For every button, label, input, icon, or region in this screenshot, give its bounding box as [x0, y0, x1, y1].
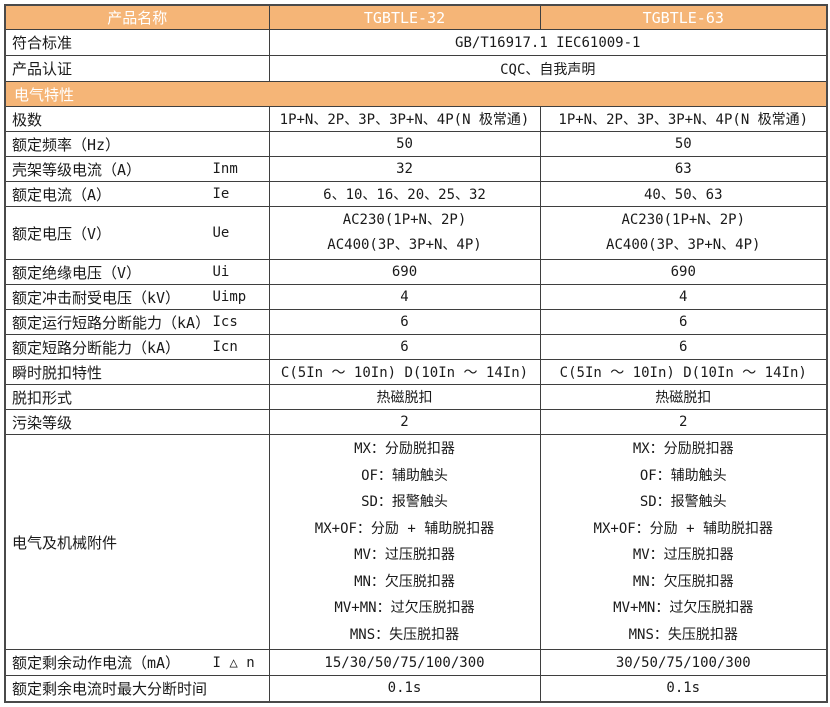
row-value-a: AC230(1P+N、2P) AC400(3P、3P+N、4P)	[268, 206, 541, 260]
row-label: 额定剩余电流时最大分断时间	[4, 675, 270, 702]
row-label-text: 壳架等级电流（A）	[12, 160, 142, 179]
row-rated-voltage: 额定电压（V） Ue AC230(1P+N、2P) AC400(3P、3P+N、…	[4, 206, 828, 260]
row-value-b: C(5In ～ 10In) D(10In ～ 14In)	[539, 359, 828, 385]
row-value-a: 32	[268, 156, 541, 182]
row-service-breaking-capacity: 额定运行短路分断能力（kA） Ics 6 6	[4, 309, 828, 335]
row-pollution-degree: 污染等级 2 2	[4, 409, 828, 435]
row-impulse-withstand-voltage: 额定冲击耐受电压（kV） Uimp 4 4	[4, 284, 828, 310]
row-value-b: 0.1s	[539, 675, 828, 702]
row-label-text: 额定电压（V）	[12, 224, 112, 243]
row-certification: 产品认证 CQC、自我声明	[4, 55, 828, 82]
row-value-a: 50	[268, 131, 541, 157]
row-value-a: 6	[268, 309, 541, 335]
row-label-text: 额定电流（A）	[12, 185, 112, 204]
header-product-name: 产品名称	[4, 4, 270, 30]
row-value-a: 0.1s	[268, 675, 541, 702]
row-value-a: 热磁脱扣	[268, 384, 541, 410]
row-symbol: Ics	[212, 314, 238, 330]
row-value-a: 4	[268, 284, 541, 310]
row-label: 脱扣形式	[4, 384, 270, 410]
row-rated-frequency: 额定频率（Hz） 50 50	[4, 131, 828, 157]
row-label: 额定运行短路分断能力（kA） Ics	[4, 309, 270, 335]
merged-value: GB/T16917.1 IEC61009-1	[268, 29, 828, 56]
row-value-a: 2	[268, 409, 541, 435]
row-label-text: 额定剩余动作电流（mA）	[12, 654, 181, 672]
row-value-b: 1P+N、2P、3P、3P+N、4P(N 极常通)	[539, 106, 828, 132]
row-label: 壳架等级电流（A） Inm	[4, 156, 270, 182]
row-value-a: 1P+N、2P、3P、3P+N、4P(N 极常通)	[268, 106, 541, 132]
row-value-a: C(5In ～ 10In) D(10In ～ 14In)	[268, 359, 541, 385]
table-header-row: 产品名称 TGBTLE-32 TGBTLE-63	[4, 4, 828, 30]
row-label: 额定剩余动作电流（mA） I △ n	[4, 649, 270, 676]
row-label: 额定冲击耐受电压（kV） Uimp	[4, 284, 270, 310]
row-value-b: 6	[539, 334, 828, 360]
merged-value: CQC、自我声明	[268, 55, 828, 82]
row-label: 污染等级	[4, 409, 270, 435]
row-value-a: 6、10、16、20、25、32	[268, 181, 541, 207]
row-ultimate-breaking-capacity: 额定短路分断能力（kA） Icn 6 6	[4, 334, 828, 360]
row-label: 额定短路分断能力（kA） Icn	[4, 334, 270, 360]
row-symbol: Ie	[212, 186, 230, 202]
product-spec-table: 产品名称 TGBTLE-32 TGBTLE-63 符合标准 GB/T16917.…	[4, 4, 828, 703]
row-label: 极数	[4, 106, 270, 132]
row-value-b: AC230(1P+N、2P) AC400(3P、3P+N、4P)	[539, 206, 828, 260]
row-label-text: 额定运行短路分断能力（kA）	[12, 313, 211, 332]
row-label: 额定电压（V） Ue	[4, 206, 270, 260]
row-label: 电气及机械附件	[4, 434, 270, 650]
row-value-b: MX：分励脱扣器 OF：辅助触头 SD：报警触头 MX+OF：分励 + 辅助脱扣…	[539, 434, 828, 650]
row-label: 额定电流（A） Ie	[4, 181, 270, 207]
row-label: 额定绝缘电压（V） Ui	[4, 259, 270, 285]
row-trip-type: 脱扣形式 热磁脱扣 热磁脱扣	[4, 384, 828, 410]
row-value-b: 40、50、63	[539, 181, 828, 207]
row-value-a: 15/30/50/75/100/300	[268, 649, 541, 676]
row-symbol: Uimp	[212, 289, 247, 305]
row-symbol: Ue	[212, 225, 230, 241]
row-label-text: 额定绝缘电压（V）	[12, 263, 142, 282]
row-frame-current: 壳架等级电流（A） Inm 32 63	[4, 156, 828, 182]
row-label: 符合标准	[4, 29, 270, 56]
row-label: 产品认证	[4, 55, 270, 82]
row-value-b: 6	[539, 309, 828, 335]
row-value-b: 690	[539, 259, 828, 285]
row-value-a: 6	[268, 334, 541, 360]
row-value-b: 50	[539, 131, 828, 157]
row-value-b: 30/50/75/100/300	[539, 649, 828, 676]
row-accessories: 电气及机械附件 MX：分励脱扣器 OF：辅助触头 SD：报警触头 MX+OF：分…	[4, 434, 828, 650]
row-symbol: Inm	[212, 161, 238, 177]
row-max-breaking-time: 额定剩余电流时最大分断时间 0.1s 0.1s	[4, 675, 828, 702]
row-label: 瞬时脱扣特性	[4, 359, 270, 385]
row-standards: 符合标准 GB/T16917.1 IEC61009-1	[4, 29, 828, 56]
row-value-b: 2	[539, 409, 828, 435]
row-symbol: Icn	[212, 339, 238, 355]
row-symbol: I △ n	[212, 654, 255, 671]
row-value-b: 63	[539, 156, 828, 182]
row-instant-trip-characteristic: 瞬时脱扣特性 C(5In ～ 10In) D(10In ～ 14In) C(5I…	[4, 359, 828, 385]
row-symbol: Ui	[212, 264, 230, 280]
row-insulation-voltage: 额定绝缘电压（V） Ui 690 690	[4, 259, 828, 285]
row-poles: 极数 1P+N、2P、3P、3P+N、4P(N 极常通) 1P+N、2P、3P、…	[4, 106, 828, 132]
header-model-tgbtle-63: TGBTLE-63	[539, 4, 828, 30]
section-header-electrical: 电气特性	[4, 81, 828, 107]
row-rated-current: 额定电流（A） Ie 6、10、16、20、25、32 40、50、63	[4, 181, 828, 207]
row-value-b: 热磁脱扣	[539, 384, 828, 410]
section-title: 电气特性	[4, 81, 828, 107]
row-value-a: MX：分励脱扣器 OF：辅助触头 SD：报警触头 MX+OF：分励 + 辅助脱扣…	[268, 434, 541, 650]
row-label: 额定频率（Hz）	[4, 131, 270, 157]
header-model-tgbtle-32: TGBTLE-32	[268, 4, 541, 30]
row-residual-operating-current: 额定剩余动作电流（mA） I △ n 15/30/50/75/100/300 3…	[4, 649, 828, 676]
row-label-text: 额定冲击耐受电压（kV）	[12, 288, 181, 307]
row-value-a: 690	[268, 259, 541, 285]
row-value-b: 4	[539, 284, 828, 310]
row-label-text: 额定短路分断能力（kA）	[12, 338, 181, 357]
